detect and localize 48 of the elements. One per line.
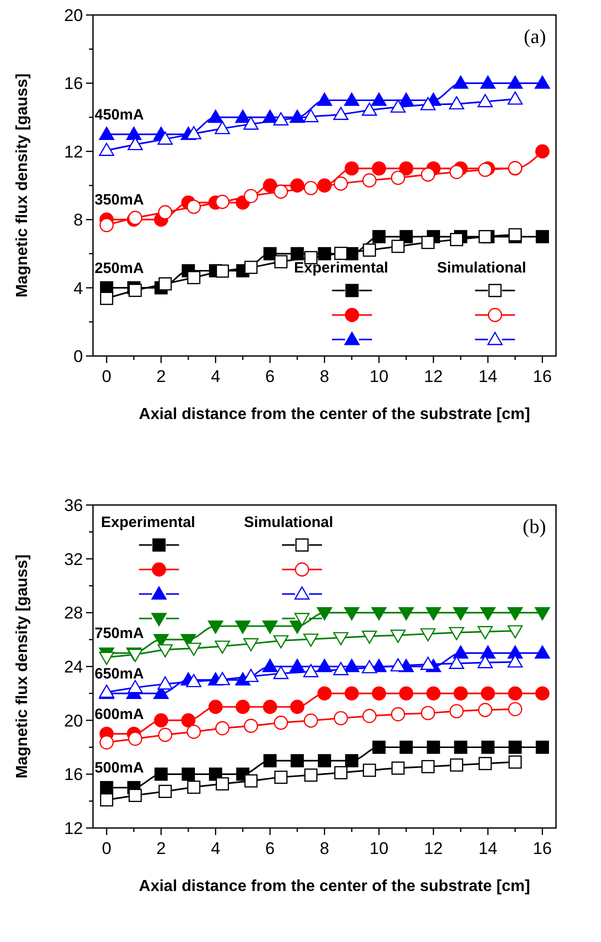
x-axis-title: Axial distance from the center of the substrate [cm] — [138, 406, 530, 423]
x-tick-label: 16 — [532, 367, 552, 386]
annotation: 450mA — [94, 106, 144, 124]
annotation: Simulational — [244, 514, 334, 531]
y-tick-label: 16 — [64, 765, 83, 784]
y-axis-title: Magnetic flux density [gauss] — [14, 554, 31, 779]
text: (a) — [524, 26, 546, 48]
x-tick-label: 4 — [210, 367, 220, 386]
annotation: 650mA — [94, 665, 144, 682]
x-tick-label: 12 — [424, 839, 443, 858]
x-tick-label: 6 — [265, 839, 275, 858]
annotation: Simulational — [437, 260, 526, 276]
x-tick-label: 10 — [370, 839, 388, 858]
y-tick-label: 12 — [64, 142, 83, 162]
annotation: 600mA — [94, 706, 144, 723]
x-tick-label: 8 — [320, 839, 330, 858]
annotation: 350mA — [94, 192, 144, 209]
x-tick-label: 8 — [320, 367, 330, 386]
y-tick-label: 4 — [74, 278, 83, 298]
x-tick-label: 6 — [265, 367, 275, 386]
y-tick-label: 0 — [74, 347, 83, 366]
y-tick-label: 12 — [64, 819, 83, 838]
x-tick-label: 2 — [156, 367, 166, 386]
y-axis-title: Magnetic flux density [gauss] — [14, 73, 31, 298]
y-tick-label: 8 — [74, 210, 83, 230]
annotation: 250mA — [94, 260, 144, 277]
x-tick-label: 10 — [370, 367, 388, 386]
y-tick-label: 28 — [64, 604, 83, 623]
annotation: 500mA — [94, 760, 144, 777]
annotation: Experimental — [294, 260, 388, 276]
annotation: 750mA — [94, 625, 144, 642]
x-tick-label: 14 — [478, 367, 498, 386]
y-tick-label: 20 — [64, 6, 83, 25]
annotation: Experimental — [101, 514, 196, 531]
x-tick-label: 12 — [424, 367, 443, 386]
y-tick-label: 24 — [64, 658, 83, 676]
x-axis-title: Axial distance from the center of the substrate [cm] — [138, 878, 530, 895]
y-tick-label: 32 — [64, 550, 83, 569]
text: (b) — [522, 516, 546, 538]
x-tick-label: 2 — [156, 839, 166, 858]
x-tick-label: 4 — [210, 839, 220, 858]
x-tick-label: 16 — [532, 839, 552, 858]
x-tick-label: 14 — [478, 839, 498, 858]
y-tick-label: 16 — [64, 74, 83, 94]
x-tick-label: 0 — [102, 839, 112, 858]
y-tick-label: 36 — [64, 496, 83, 515]
x-tick-label: 0 — [102, 367, 112, 386]
y-tick-label: 20 — [64, 711, 83, 730]
